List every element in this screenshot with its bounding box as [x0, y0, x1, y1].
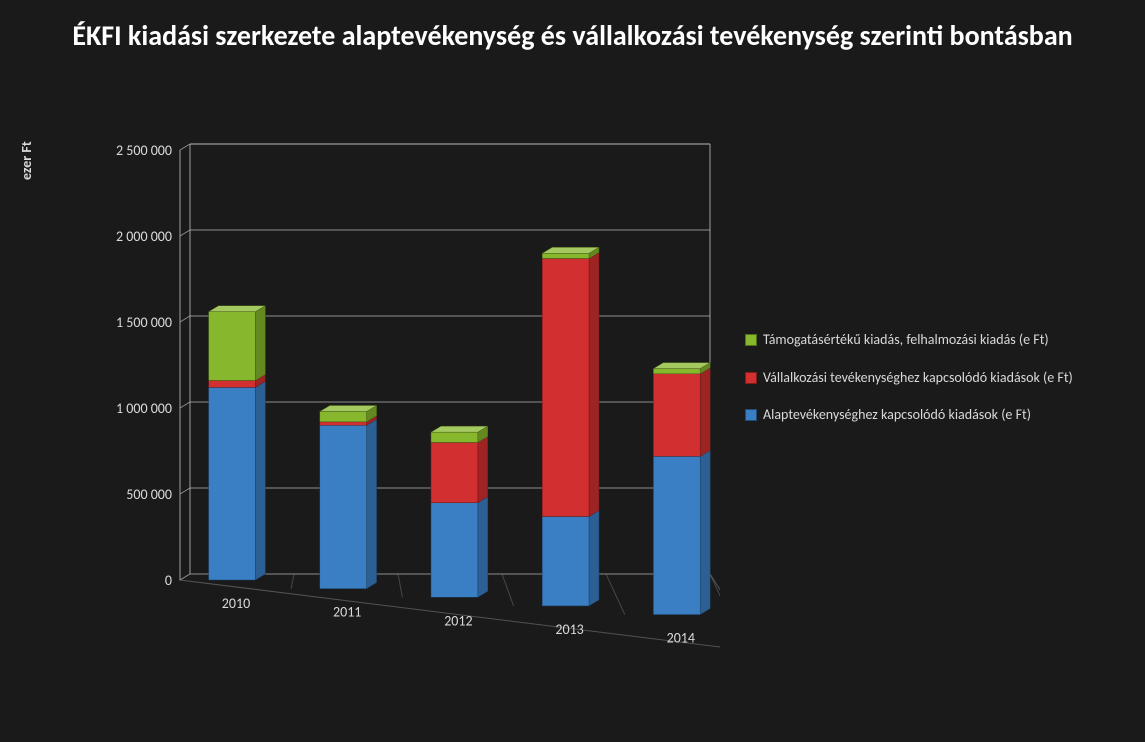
legend-swatch — [745, 409, 757, 421]
chart-svg: 0 500 000 1 000 000 1 500 000 2 000 000 2 500… — [100, 130, 720, 690]
bar-segment — [209, 387, 256, 580]
bar-segment — [431, 442, 478, 502]
y-tick-label: 1 500 000 — [116, 314, 172, 331]
legend-label: Vállalkozási tevékenységhez kapcsolódó k… — [763, 368, 1125, 388]
bar-segment — [653, 456, 700, 614]
bar-segment — [542, 516, 589, 605]
y-tick-label: 0 — [165, 572, 172, 589]
x-tick-label: 2011 — [333, 604, 361, 621]
x-tick-label: 2014 — [667, 630, 695, 647]
y-tick-label: 2 000 000 — [116, 228, 172, 245]
bar-segment — [320, 411, 367, 421]
x-tick-label: 2010 — [222, 595, 250, 612]
bar-segment — [653, 374, 700, 457]
chart-title: ÉKFI kiadási szerkezete alaptevékenység … — [0, 18, 1145, 53]
bar-segment — [209, 312, 256, 381]
legend-label: Támogatásértékű kiadás, felhalmozási kia… — [763, 330, 1125, 350]
legend-label: Alaptevékenységhez kapcsolódó kiadások (… — [763, 405, 1125, 425]
bars — [209, 247, 711, 614]
bar-segment — [542, 253, 589, 258]
x-tick-label: 2012 — [444, 612, 472, 629]
legend-item: Vállalkozási tevékenységhez kapcsolódó k… — [745, 368, 1125, 388]
bar-segment — [320, 425, 367, 588]
bar-segment — [431, 503, 478, 598]
y-tick-label: 500 000 — [126, 486, 172, 503]
legend-item: Támogatásértékű kiadás, felhalmozási kia… — [745, 330, 1125, 350]
grid: 0 500 000 1 000 000 1 500 000 2 000 000 2 500… — [116, 142, 720, 652]
chart-container: ÉKFI kiadási szerkezete alaptevékenység … — [0, 0, 1145, 742]
x-tick-label: 2013 — [555, 621, 583, 638]
plot-area: 0 500 000 1 000 000 1 500 000 2 000 000 2 500… — [100, 130, 720, 670]
y-tick-label: 2 500 000 — [116, 142, 172, 159]
bar-segment — [431, 432, 478, 442]
y-tick-label: 1 000 000 — [116, 400, 172, 417]
bar-segment — [542, 258, 589, 516]
bar-segment — [320, 422, 367, 425]
bar-segment — [209, 380, 256, 387]
legend-swatch — [745, 372, 757, 384]
y-axis-label: ezer Ft — [18, 141, 35, 180]
legend-item: Alaptevékenységhez kapcsolódó kiadások (… — [745, 405, 1125, 425]
bar-segment — [653, 369, 700, 374]
legend-swatch — [745, 334, 757, 346]
legend: Támogatásértékű kiadás, felhalmozási kia… — [745, 330, 1125, 443]
